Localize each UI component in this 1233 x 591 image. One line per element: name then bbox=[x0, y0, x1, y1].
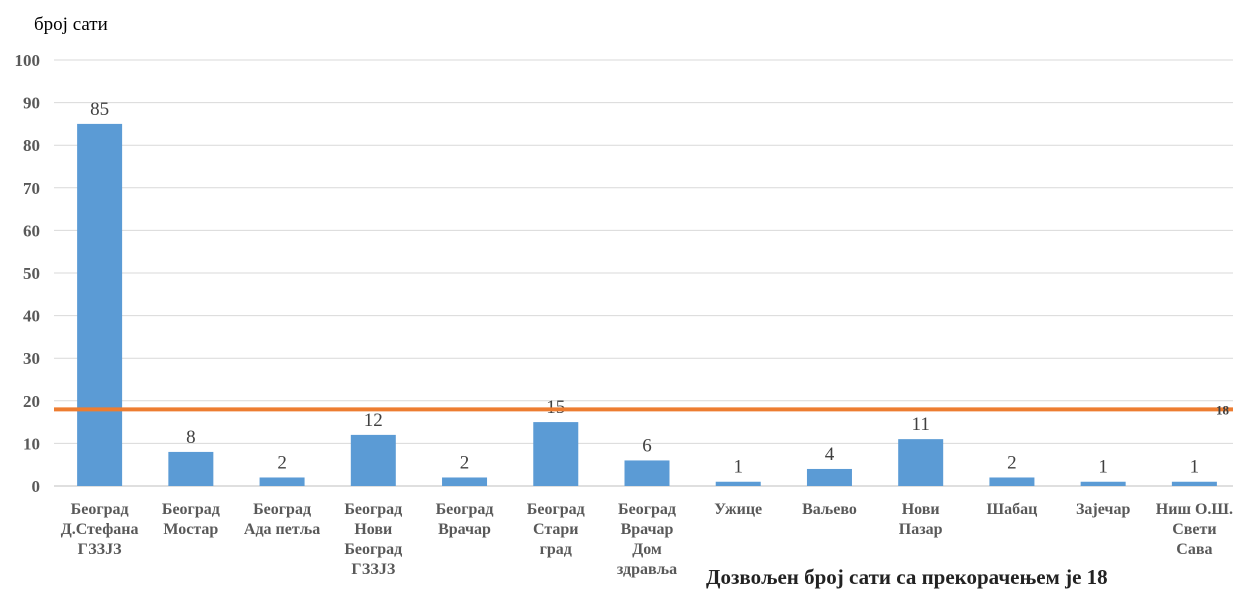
y-tick-label: 20 bbox=[23, 392, 40, 411]
data-label: 1 bbox=[733, 457, 743, 478]
y-tick-label: 90 bbox=[23, 94, 40, 113]
bar bbox=[350, 434, 396, 486]
data-label: 8 bbox=[186, 427, 196, 448]
bar bbox=[442, 477, 488, 486]
x-tick-label: Нови Пазар bbox=[899, 501, 943, 538]
data-label: 4 bbox=[825, 444, 835, 465]
y-tick-label: 50 bbox=[23, 264, 40, 283]
data-label: 1 bbox=[1098, 457, 1108, 478]
y-tick-label: 10 bbox=[23, 434, 40, 453]
x-tick-label: Београд Стари град bbox=[527, 501, 585, 558]
data-label: 11 bbox=[912, 414, 930, 435]
x-tick-label: Ужице bbox=[714, 501, 762, 518]
data-label: 2 bbox=[460, 452, 470, 473]
bar bbox=[77, 123, 123, 487]
y-tick-label: 40 bbox=[23, 307, 40, 326]
x-tick-label: Београд Врачар bbox=[436, 501, 494, 538]
y-tick-label: 100 bbox=[15, 51, 41, 70]
limit-note: Дозвољен број сати са прекорачењем је 18 bbox=[706, 565, 1108, 589]
bar bbox=[898, 439, 944, 486]
y-tick-label: 30 bbox=[23, 349, 40, 368]
x-tick-label: Ниш О.Ш. Свети Сава bbox=[1156, 501, 1233, 558]
bar bbox=[259, 477, 305, 486]
bar bbox=[806, 468, 852, 486]
bar bbox=[715, 481, 761, 486]
x-tick-label: Београд Ада петља bbox=[244, 501, 320, 538]
data-label: 6 bbox=[642, 435, 652, 456]
bar bbox=[1171, 481, 1217, 486]
y-tick-label: 80 bbox=[23, 136, 40, 155]
y-tick-label: 0 bbox=[32, 477, 41, 496]
y-tick-label: 60 bbox=[23, 221, 40, 240]
bar bbox=[533, 422, 579, 486]
x-tick-label: Београд Д.Стефана ГЗЗЈЗ bbox=[61, 501, 139, 558]
y-axis-title: број сати bbox=[34, 14, 108, 35]
data-label: 12 bbox=[364, 410, 383, 431]
data-label: 2 bbox=[1007, 452, 1017, 473]
data-label: 1 bbox=[1190, 457, 1200, 478]
bar bbox=[624, 460, 670, 486]
data-label: 2 bbox=[277, 452, 287, 473]
x-tick-label: Београд Нови Београд ГЗЗЈЗ bbox=[344, 501, 402, 578]
bar bbox=[989, 477, 1035, 486]
bar bbox=[1080, 481, 1126, 486]
x-tick-label: Београд Мостар bbox=[162, 501, 220, 538]
x-tick-label: Шабац bbox=[987, 501, 1038, 518]
data-label: 85 bbox=[90, 99, 109, 120]
x-tick-label: Зајечар bbox=[1076, 501, 1131, 518]
reference-line-label: 18 bbox=[1216, 402, 1230, 417]
x-tick-label: Ваљево bbox=[802, 501, 857, 518]
x-tick-label: Београд Врачар Дом здравља bbox=[617, 501, 677, 578]
y-tick-label: 70 bbox=[23, 179, 40, 198]
bar bbox=[168, 451, 214, 486]
